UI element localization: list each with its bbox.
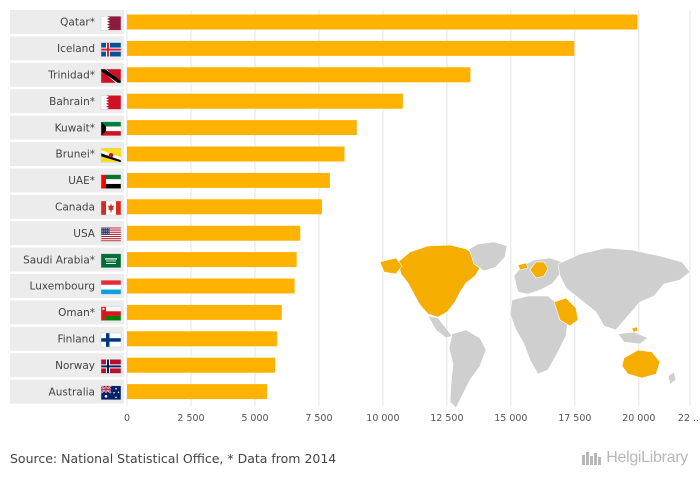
bar — [127, 357, 276, 373]
category-label: USA — [73, 228, 96, 240]
category-rows: Qatar* Iceland Trinidad* Bahrain* Kuwait* Bru… — [10, 10, 124, 404]
flag-bahrain-icon — [100, 95, 122, 110]
category-label: Australia — [49, 386, 95, 398]
category-label: Canada — [55, 202, 95, 214]
flag-iceland-icon — [100, 42, 122, 57]
logo-text: HelgiLibrary — [606, 449, 688, 466]
x-tick-label: 15 000 — [494, 413, 527, 424]
bar — [127, 172, 330, 188]
flag-uae-icon — [100, 174, 122, 189]
map-region-scandinavia — [529, 261, 549, 279]
x-tick-label: 17 500 — [558, 413, 591, 424]
world-map — [379, 241, 691, 409]
x-tick-label: 0 — [124, 413, 130, 424]
category-label: Luxembourg — [30, 281, 95, 293]
flag-norway-icon — [100, 359, 122, 374]
x-tick-label: 10 000 — [366, 413, 399, 424]
flag-trinidad-icon — [100, 68, 122, 84]
bar — [127, 225, 301, 241]
category-label: Qatar* — [60, 17, 95, 29]
x-tick-label: 12 500 — [430, 413, 463, 424]
x-axis: 0 2 500 5 000 7 500 10 000 12 500 15 000 17 500… — [124, 413, 700, 424]
x-tick-label: 22 ... — [678, 413, 700, 424]
bar — [127, 199, 323, 215]
map-region-asia — [557, 247, 691, 331]
flag-luxembourg-icon — [100, 279, 122, 295]
map-region-new-zealand — [667, 371, 677, 385]
category-label: Iceland — [57, 43, 95, 55]
flag-kuwait-icon — [100, 121, 122, 137]
category-label: Saudi Arabia* — [23, 254, 95, 266]
map-region-alaska — [379, 257, 403, 275]
flag-brunei-icon — [100, 147, 122, 163]
bar — [127, 120, 357, 136]
flag-oman-icon — [100, 306, 122, 321]
bar — [127, 278, 295, 294]
bar — [127, 67, 471, 83]
map-region-middle-east — [553, 297, 579, 327]
flag-usa-icon — [100, 227, 122, 242]
map-region-south-america — [448, 329, 487, 409]
category-label: Oman* — [58, 307, 95, 319]
map-region-indonesia — [617, 331, 649, 345]
bar — [127, 14, 638, 30]
map-region-greenland — [468, 241, 508, 272]
map-region-central-america — [427, 315, 453, 339]
category-label: Norway — [55, 360, 95, 372]
map-region-africa — [509, 295, 569, 375]
flag-finland-icon — [100, 332, 122, 348]
x-tick-label: 7 500 — [305, 413, 332, 424]
bar — [127, 384, 267, 400]
map-region-north-america — [397, 244, 482, 318]
category-label: UAE* — [68, 175, 95, 187]
x-tick-label: 5 000 — [241, 413, 268, 424]
flag-australia-icon — [100, 385, 122, 401]
category-label: Bahrain* — [49, 96, 95, 108]
category-label: Finland — [57, 334, 95, 346]
bar — [127, 40, 575, 56]
bar — [127, 331, 277, 347]
helgilibrary-logo: HelgiLibrary — [581, 449, 688, 467]
category-label: Trinidad* — [47, 70, 95, 82]
library-icon — [582, 452, 602, 465]
x-tick-label: 2 500 — [177, 413, 204, 424]
category-label: Kuwait* — [55, 122, 95, 134]
flag-saudi-arabia-icon — [100, 253, 122, 269]
bar — [127, 146, 345, 162]
flag-qatar-icon — [100, 15, 122, 31]
flag-canada-icon — [100, 200, 122, 216]
x-tick-label: 20 000 — [622, 413, 655, 424]
bar — [127, 252, 297, 268]
bar — [127, 304, 282, 320]
category-label: Brunei* — [56, 149, 95, 161]
map-region-iceland — [517, 262, 529, 271]
source-note: Source: National Statistical Office, * D… — [10, 451, 337, 466]
chart-area: Qatar* Iceland Trinidad* Bahrain* Kuwait* Bru… — [10, 10, 700, 424]
bar — [127, 93, 403, 109]
bars — [127, 14, 638, 400]
map-region-australia — [621, 349, 661, 379]
bar-chart: Qatar* Iceland Trinidad* Bahrain* Kuwait* Bru… — [10, 10, 700, 424]
map-region-brunei — [631, 326, 639, 333]
